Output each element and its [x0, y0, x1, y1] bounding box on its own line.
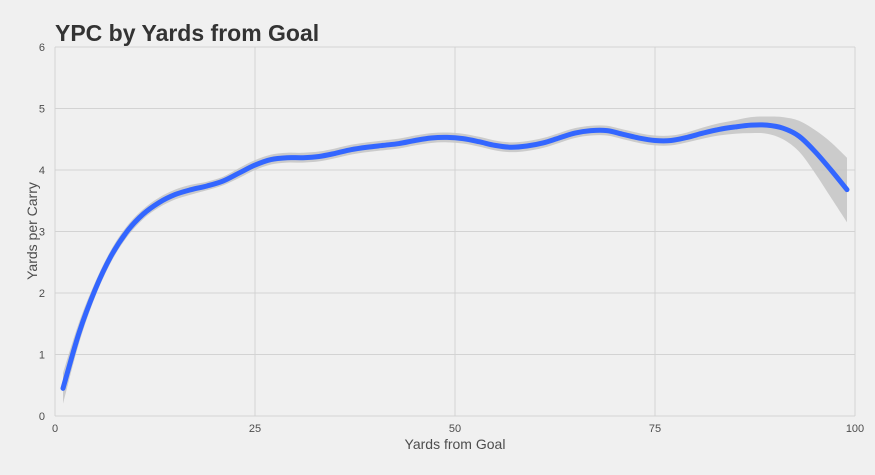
x-tick-label: 25 — [249, 423, 261, 435]
y-tick-label: 2 — [39, 288, 45, 300]
x-tick-label: 100 — [846, 423, 864, 435]
y-tick-label: 4 — [39, 165, 45, 177]
x-tick-label: 75 — [649, 423, 661, 435]
y-axis-title: Yards per Carry — [24, 182, 40, 280]
chart-title: YPC by Yards from Goal — [55, 20, 319, 46]
x-tick-label: 50 — [449, 423, 461, 435]
smoothed-line — [60, 122, 850, 391]
y-tick-label: 3 — [39, 227, 45, 239]
y-tick-label: 0 — [39, 411, 45, 423]
y-tick-label: 1 — [39, 350, 45, 362]
y-tick-label: 5 — [39, 104, 45, 116]
tick-labels: 0 1 2 3 4 5 6 0 25 50 75 100 — [39, 42, 864, 435]
grid — [54, 46, 856, 417]
x-tick-label: 0 — [52, 423, 58, 435]
x-axis-title: Yards from Goal — [405, 436, 506, 452]
line-layer — [60, 122, 850, 391]
y-tick-label: 6 — [39, 42, 45, 54]
